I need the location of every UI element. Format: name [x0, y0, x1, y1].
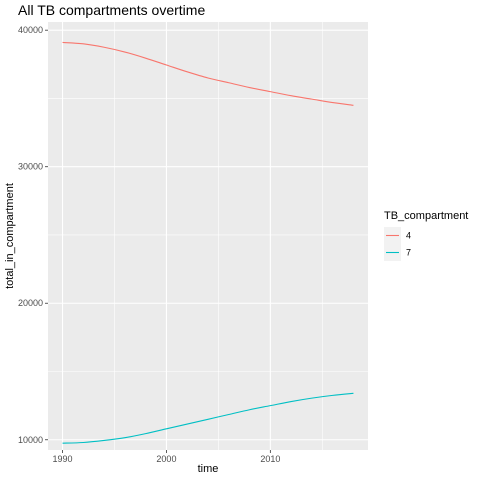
y-tick-label-2: 30000 — [18, 162, 43, 172]
y-tick-label-3: 40000 — [18, 25, 43, 35]
grid-minor — [48, 22, 368, 450]
x-tick-label-2: 2010 — [260, 454, 280, 464]
x-tick-label-1: 2000 — [156, 454, 176, 464]
legend-label-7: 7 — [406, 248, 411, 258]
y-tick-label-0: 10000 — [18, 435, 43, 445]
x-axis: 1990 2000 2010 — [53, 450, 280, 464]
y-tick-label-1: 20000 — [18, 298, 43, 308]
plot-panel — [48, 22, 368, 450]
chart-title: All TB compartments overtime — [18, 2, 205, 18]
legend-label-4: 4 — [406, 231, 411, 241]
series-line-7 — [62, 392, 354, 444]
y-axis: 10000 20000 30000 40000 — [18, 25, 48, 445]
series-line-4 — [62, 41, 354, 106]
legend: TB_compartment 47 — [384, 210, 468, 261]
legend-item-4: 4 — [384, 227, 411, 244]
legend-item-7: 7 — [384, 244, 411, 261]
y-axis-title: total_in_compartment — [4, 183, 16, 289]
grid-major — [48, 22, 368, 450]
x-tick-label-0: 1990 — [53, 454, 73, 464]
series-lines — [62, 41, 354, 444]
legend-title: TB_compartment — [384, 210, 468, 222]
legend-items: 47 — [384, 227, 411, 261]
x-axis-title: time — [198, 463, 219, 475]
